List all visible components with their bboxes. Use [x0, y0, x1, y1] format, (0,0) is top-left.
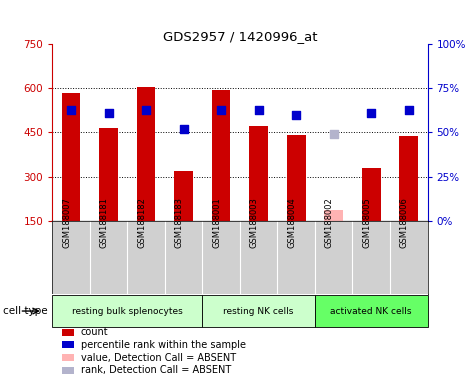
Text: value, Detection Call = ABSENT: value, Detection Call = ABSENT	[81, 353, 236, 362]
Text: GSM188181: GSM188181	[100, 197, 108, 248]
Text: GSM188007: GSM188007	[62, 197, 71, 248]
Bar	[202, 296, 315, 326]
Bar	[287, 134, 305, 221]
Point	[405, 106, 412, 113]
Point	[330, 131, 337, 137]
Point	[142, 106, 150, 113]
Text: GSM188002: GSM188002	[325, 198, 333, 248]
Text: GSM188005: GSM188005	[362, 198, 371, 248]
Text: GSM188004: GSM188004	[287, 198, 296, 248]
Point	[292, 112, 300, 118]
Point	[368, 110, 375, 116]
Text: count: count	[81, 327, 108, 337]
Text: activated NK cells: activated NK cells	[331, 306, 412, 316]
Point	[218, 106, 225, 113]
Text: GSM188182: GSM188182	[137, 197, 146, 248]
Point	[255, 106, 262, 113]
Text: cell type: cell type	[3, 306, 48, 316]
Point	[104, 110, 112, 116]
Bar	[324, 210, 343, 221]
Bar	[399, 136, 418, 221]
Bar	[52, 296, 202, 326]
Bar	[315, 296, 428, 326]
Bar	[137, 87, 155, 221]
Text: GSM188183: GSM188183	[175, 197, 183, 248]
Bar	[212, 90, 230, 221]
Bar	[249, 126, 268, 221]
Text: GSM188001: GSM188001	[212, 198, 221, 248]
Text: resting bulk splenocytes: resting bulk splenocytes	[72, 306, 183, 316]
Text: resting NK cells: resting NK cells	[223, 306, 294, 316]
Point	[180, 126, 187, 132]
Title: GDS2957 / 1420996_at: GDS2957 / 1420996_at	[162, 30, 317, 43]
Bar	[99, 128, 118, 221]
Text: rank, Detection Call = ABSENT: rank, Detection Call = ABSENT	[81, 365, 231, 375]
Bar	[62, 93, 80, 221]
Bar	[362, 169, 380, 221]
Bar	[174, 171, 193, 221]
Text: GSM188006: GSM188006	[400, 197, 408, 248]
Point	[67, 106, 75, 113]
Text: GSM188003: GSM188003	[250, 197, 258, 248]
Text: percentile rank within the sample: percentile rank within the sample	[81, 340, 246, 350]
